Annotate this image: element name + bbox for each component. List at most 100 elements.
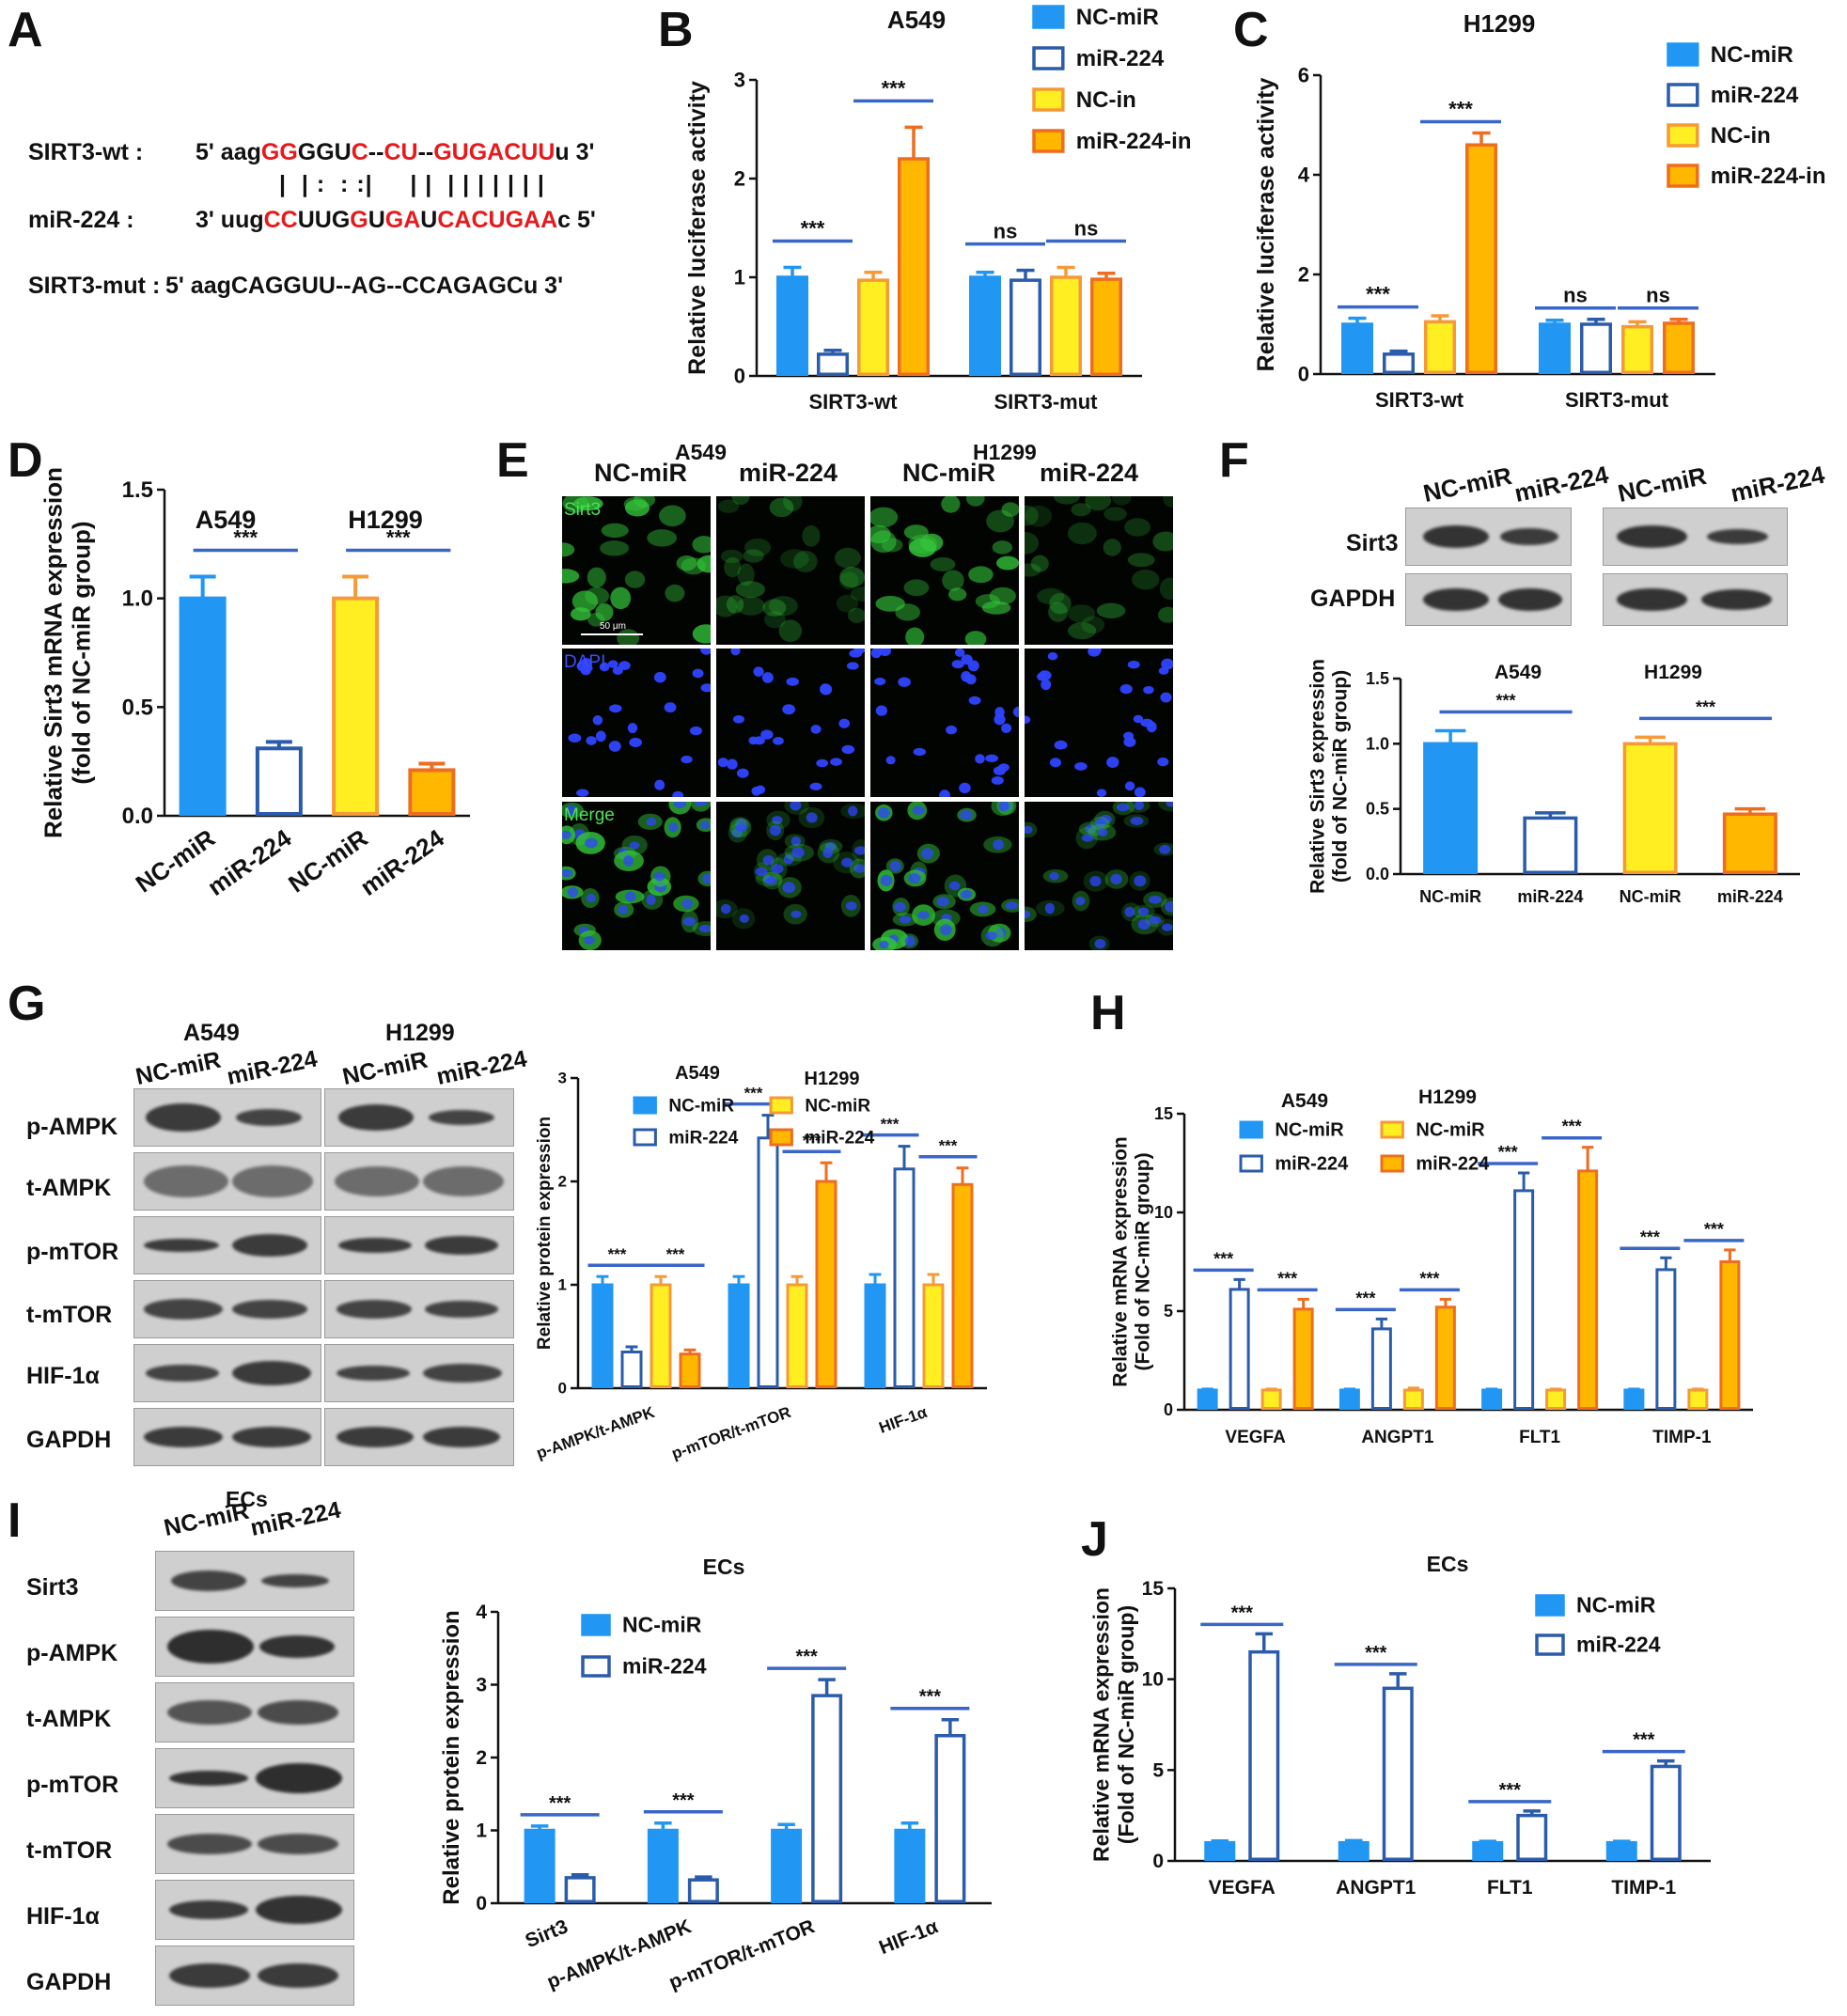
significance-label: ***	[1365, 1643, 1387, 1664]
bar	[922, 1283, 945, 1388]
micrograph-row-label: Sirt3	[564, 500, 602, 520]
bar	[1197, 1388, 1218, 1410]
bar-group	[1434, 1297, 1456, 1410]
seq-fragment: c 5'	[557, 207, 596, 233]
bar	[1472, 1840, 1504, 1861]
significance-label: ns	[1646, 284, 1670, 307]
y-tick-label: 0.5	[122, 695, 153, 720]
blot-row-label: HIF-1α	[26, 1363, 100, 1389]
cell-nucleus	[586, 893, 597, 903]
blot-band	[258, 1700, 338, 1725]
cell-nucleus	[700, 683, 711, 693]
bar-group	[898, 125, 930, 376]
blot-band	[146, 1103, 221, 1132]
blot-band	[171, 1571, 246, 1591]
significance-label: ***	[1496, 691, 1516, 710]
cell-nucleus	[822, 847, 833, 859]
cell-cytoplasm	[1096, 602, 1126, 618]
bar-group	[1338, 1387, 1360, 1410]
legend-label: NC-miR	[1416, 1120, 1485, 1141]
chart-d: 0.0 0.5 1.0 1.5 Relative Sirt3 mRNA expressi…	[39, 467, 470, 901]
cell-cytoplasm	[720, 549, 743, 564]
axes: 0 1 2 3	[558, 1070, 987, 1398]
bar	[776, 275, 808, 376]
cell-nucleus	[889, 860, 901, 872]
significance-label: ***	[1633, 1730, 1655, 1751]
cell-nucleus	[1054, 740, 1068, 750]
cell-nucleus	[1049, 871, 1059, 881]
bar-group	[332, 574, 380, 816]
bar-group	[857, 271, 889, 376]
y-axis-label: Relative mRNA expression(Fold of NC-miR …	[1109, 1136, 1153, 1387]
blot-row-label: p-mTOR	[26, 1772, 119, 1798]
cell-cytoplasm	[778, 619, 803, 643]
cell-cytoplasm	[1068, 604, 1096, 623]
y-tick-label: 0	[1152, 1851, 1164, 1872]
legend-label: miR-224	[622, 1654, 707, 1679]
cell-cytoplasm	[743, 539, 772, 556]
bar-group	[728, 1274, 750, 1388]
cell-nucleus	[978, 904, 989, 914]
bar-group	[1650, 1758, 1682, 1861]
seq-pairing: | | : : :| | | | | | | | | |	[279, 171, 545, 197]
bar	[969, 275, 1001, 376]
bar	[817, 352, 849, 376]
bar-group	[1383, 349, 1415, 374]
cell-nucleus	[790, 836, 802, 847]
blot-strip	[133, 1088, 321, 1147]
bar-group	[1260, 1387, 1282, 1410]
legend-label: miR-224	[1076, 46, 1165, 71]
legend-label: NC-miR	[805, 1096, 870, 1116]
blot-strip	[1603, 573, 1788, 626]
bar-group	[1663, 317, 1695, 375]
seq-fragment: GG	[260, 139, 298, 165]
cell-nucleus	[694, 802, 708, 806]
blot-strip	[1405, 508, 1572, 566]
cell-nucleus	[782, 882, 796, 894]
bar-group	[1050, 265, 1082, 376]
cell-cytoplasm	[731, 496, 750, 506]
cell-nucleus	[720, 903, 731, 914]
cell-nucleus	[1124, 781, 1135, 791]
legend-header: A549	[1281, 1090, 1328, 1112]
category-label: miR-224	[1717, 887, 1783, 906]
cell-cytoplasm	[941, 496, 961, 513]
category-label: ANGPT1	[1361, 1428, 1434, 1447]
cell-nucleus	[1005, 901, 1019, 910]
blot-band	[167, 1630, 254, 1664]
legend-swatch	[1032, 129, 1065, 153]
blot-f-col-1: NC-miR	[1420, 461, 1515, 508]
legend-swatch	[633, 1128, 657, 1147]
blot-band	[338, 1104, 414, 1131]
cell-nucleus	[1166, 802, 1173, 807]
cell-cytoplasm	[965, 496, 985, 507]
cell-cytoplasm	[948, 587, 967, 602]
blot-band	[232, 1361, 311, 1385]
bar-group	[255, 740, 303, 816]
cell-nucleus	[1137, 907, 1150, 916]
bar-group	[1382, 1672, 1414, 1861]
cell-nucleus	[595, 730, 606, 742]
legend-swatch	[769, 1128, 793, 1147]
panel-letter-d: D	[8, 433, 43, 488]
cell-nucleus	[809, 782, 822, 790]
bar-group	[1622, 735, 1678, 875]
cell-nucleus	[692, 668, 704, 679]
category-label: FLT1	[1519, 1428, 1560, 1447]
cell-nucleus	[751, 786, 762, 796]
blot-band	[1707, 529, 1768, 544]
legend-label: miR-224-in	[1711, 164, 1826, 189]
cell-cytoplasm	[1112, 496, 1132, 506]
cell-cytoplasm	[839, 571, 859, 590]
cell-nucleus	[816, 758, 829, 768]
bar	[1687, 1388, 1709, 1410]
group-label: H1299	[1644, 662, 1702, 683]
legend-label: miR-224	[1711, 83, 1799, 108]
category-label: Sirt3	[523, 1915, 571, 1952]
legend-label: miR-224-in	[1076, 129, 1192, 154]
cell-nucleus	[623, 854, 634, 867]
y-axis-label-line: (fold of NC-miR group)	[1330, 670, 1352, 883]
bar-group	[1516, 1809, 1548, 1861]
bar-group	[817, 348, 849, 376]
y-axis-label: Relative protein expression	[439, 1610, 464, 1904]
